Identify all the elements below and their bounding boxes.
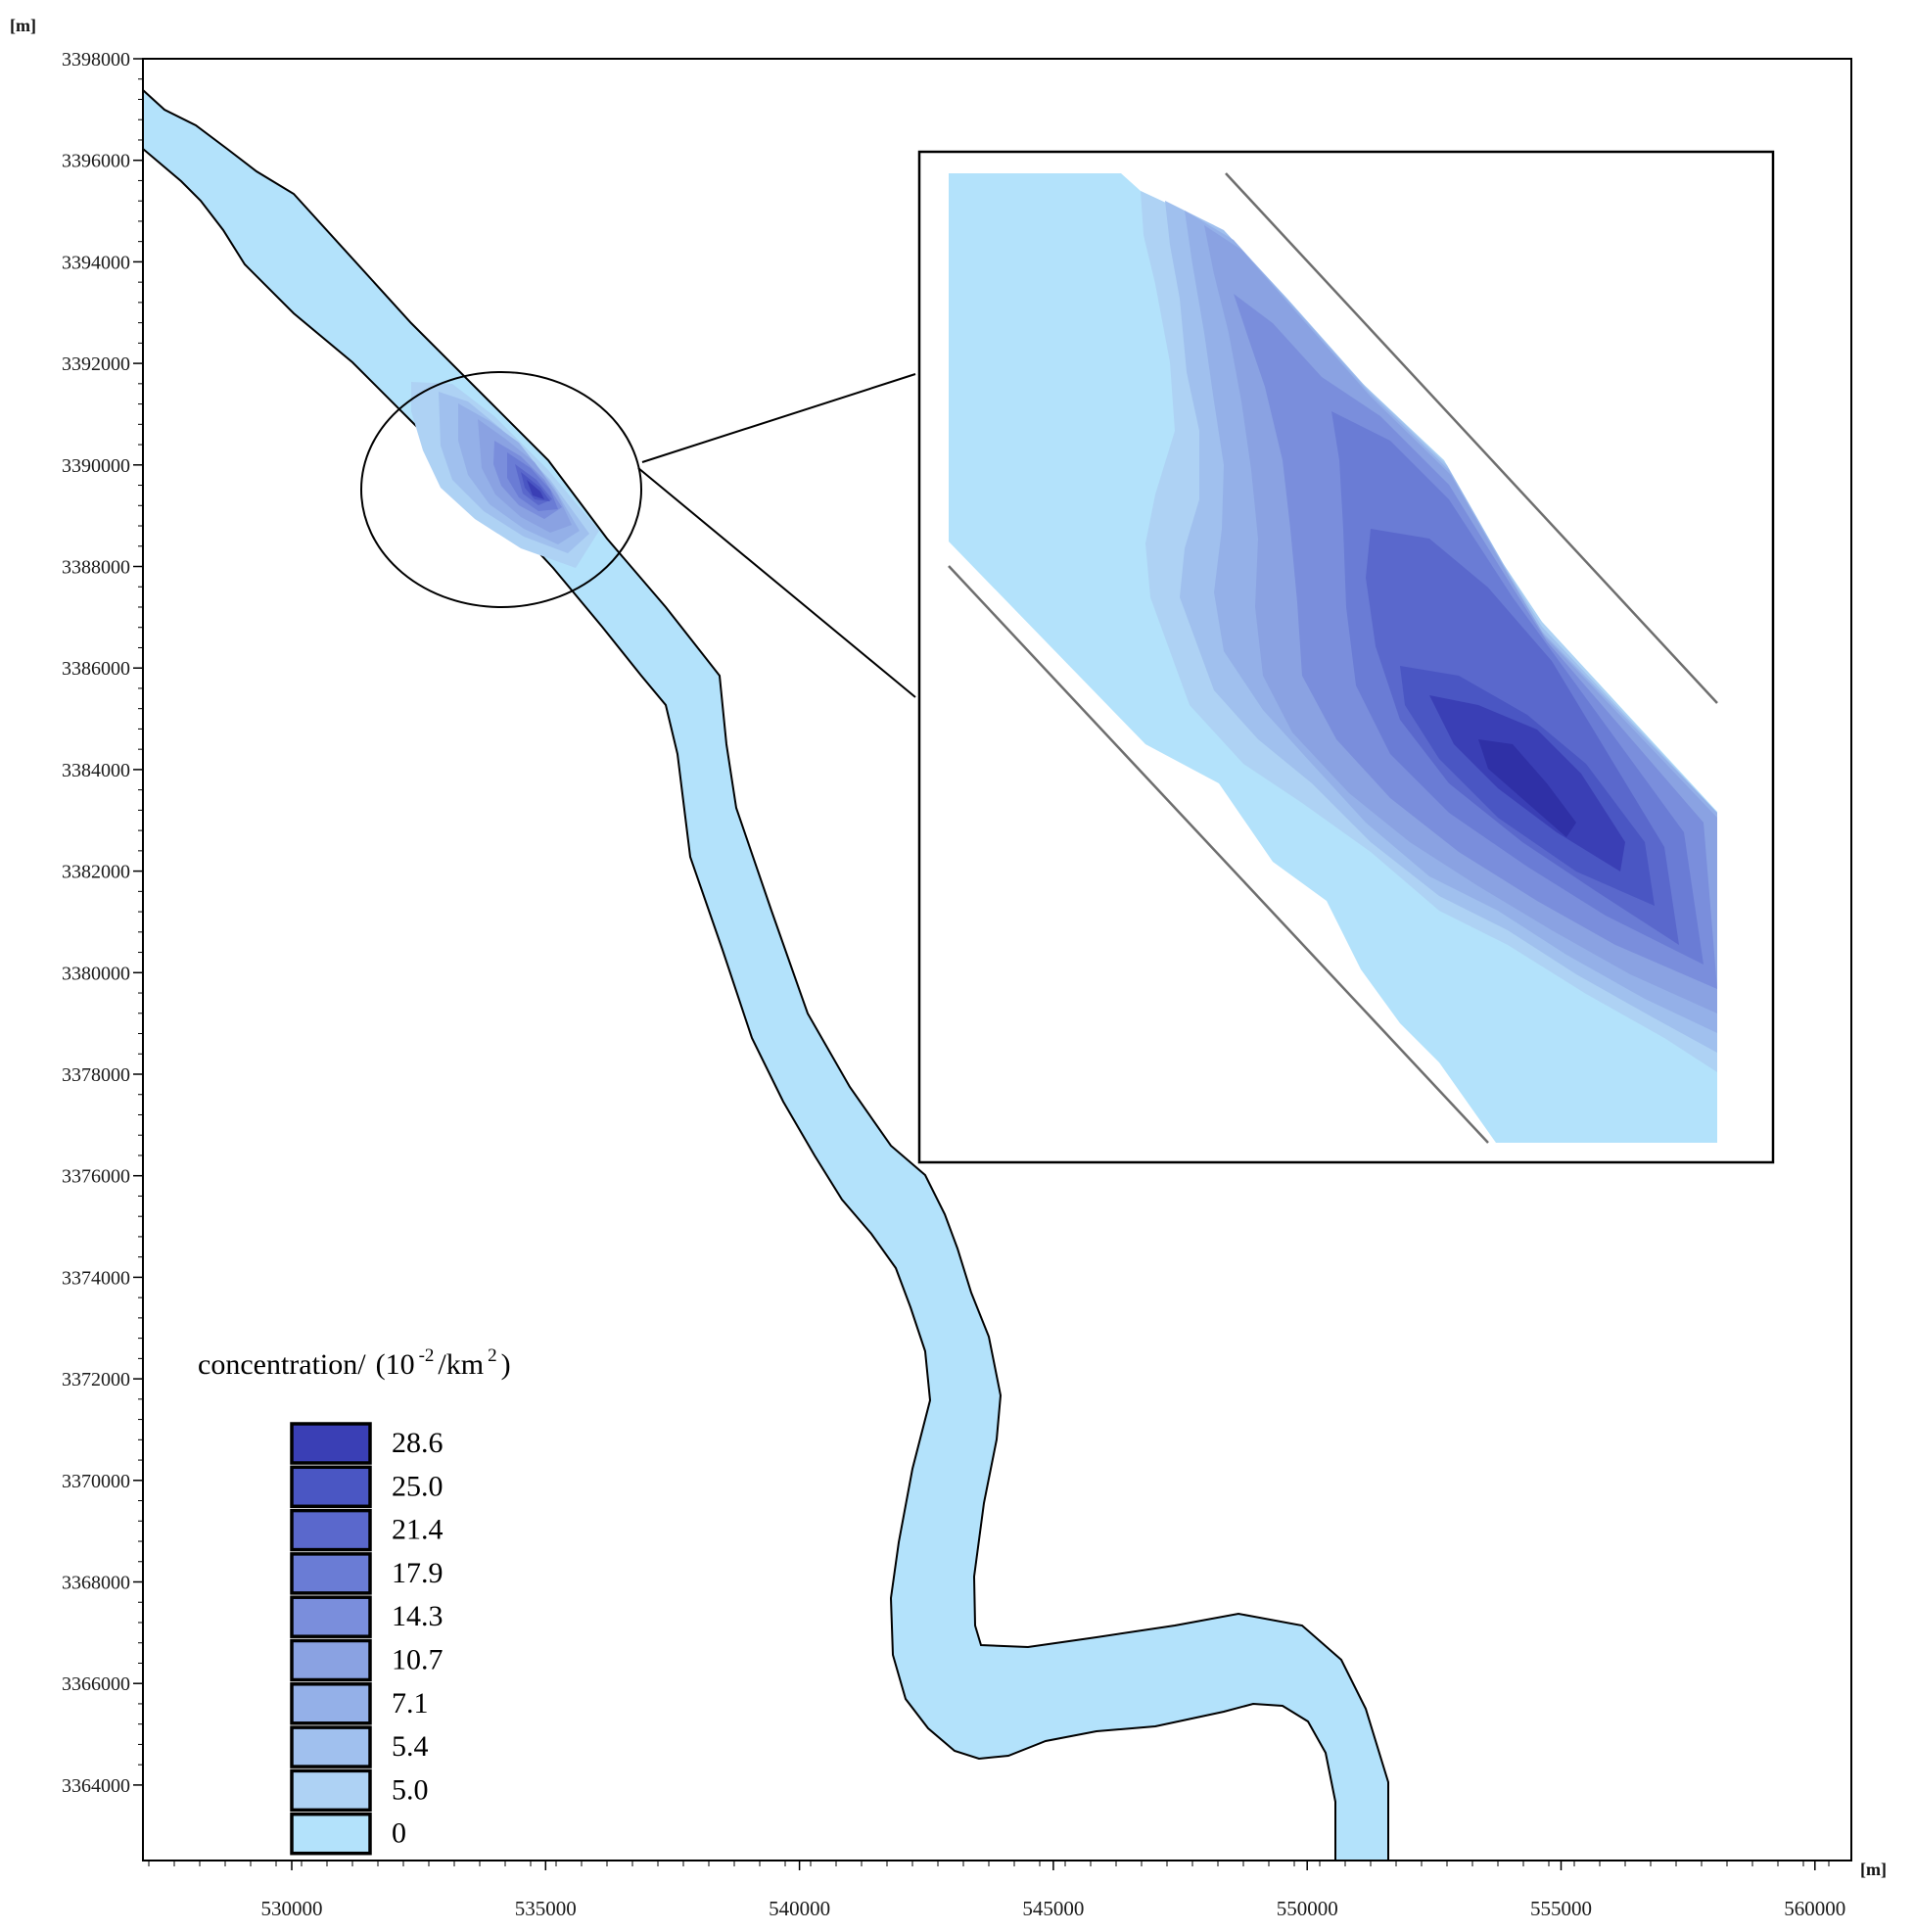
y-tick-label: 3370000 [62, 1471, 130, 1492]
y-tick-label: 3398000 [62, 49, 130, 71]
x-tick-label: 550000 [1277, 1897, 1338, 1920]
y-tick-label: 3396000 [62, 151, 130, 172]
y-tick-label: 3382000 [62, 862, 130, 883]
x-tick-label: 535000 [515, 1897, 577, 1920]
y-tick-label: 3378000 [62, 1064, 130, 1086]
x-tick-label: 540000 [769, 1897, 830, 1920]
river-bank-right [143, 89, 1389, 1861]
inset-bank-line-upper [1225, 172, 1718, 704]
y-tick-label: 3388000 [62, 557, 130, 579]
legend-label: 25.0 [392, 1470, 443, 1502]
zoom-connector-top [641, 373, 916, 463]
y-tick-label: 3386000 [62, 658, 130, 680]
legend-label: 5.0 [392, 1773, 429, 1806]
zoom-circle [360, 371, 642, 608]
legend-title: concentration/ (10 -2 /km 2 ) [198, 1345, 511, 1381]
legend-entries: 28.6 25.0 21.4 17.9 14.3 10.7 7.1 5.4 5.0 0 [290, 1422, 443, 1856]
zoom-indicator [360, 371, 916, 698]
legend-label: 5.4 [392, 1730, 429, 1763]
legend-label: 21.4 [392, 1514, 443, 1546]
legend-label: 10.7 [392, 1644, 443, 1676]
legend-swatch [290, 1552, 372, 1595]
x-tick-label: 545000 [1022, 1897, 1084, 1920]
y-tick-label: 3384000 [62, 760, 130, 781]
x-axis-unit: [m] [1860, 1860, 1887, 1879]
y-tick-label: 3376000 [62, 1166, 130, 1188]
inset-zoom-view [917, 150, 1775, 1164]
legend-swatch [290, 1725, 372, 1768]
legend-swatch [290, 1508, 372, 1552]
inset-frame [917, 150, 1775, 1164]
legend: concentration/ (10 -2 /km 2 ) 28.6 25.0 21… [198, 1345, 511, 1856]
x-tick-label: 555000 [1530, 1897, 1592, 1920]
y-tick-label: 3374000 [62, 1267, 130, 1289]
legend-label: 17.9 [392, 1557, 443, 1589]
x-axis: 530000 535000 540000 545000 550000 555000 5600… [148, 1861, 1845, 1920]
y-tick-label: 3368000 [62, 1573, 130, 1594]
y-axis-unit: [m] [10, 16, 36, 35]
legend-label: 14.3 [392, 1600, 443, 1632]
y-tick-label: 3364000 [62, 1775, 130, 1797]
legend-swatch [290, 1465, 372, 1509]
legend-swatch [290, 1595, 372, 1638]
legend-label: 28.6 [392, 1427, 443, 1459]
inset-bank-line-lower [948, 565, 1489, 1144]
y-tick-label: 3380000 [62, 963, 130, 984]
y-tick-label: 3390000 [62, 455, 130, 477]
plume-contour-28-6 [527, 480, 544, 499]
legend-label: 0 [392, 1817, 406, 1850]
river-water [143, 90, 1388, 1861]
plume-contour-25-0 [521, 472, 550, 501]
zoom-connector-bottom [637, 467, 916, 698]
y-tick-label: 3366000 [62, 1673, 130, 1695]
y-tick-label: 3372000 [62, 1369, 130, 1390]
x-tick-label: 560000 [1784, 1897, 1845, 1920]
legend-swatch [290, 1422, 372, 1465]
plot-frame [142, 58, 1852, 1861]
concentration-plume [411, 382, 599, 568]
inset-contour-28-6-core [1478, 739, 1576, 837]
y-tick-label: 3394000 [62, 252, 130, 273]
y-axis: 3398000 3396000 3394000 3392000 3390000 33880… [62, 49, 143, 1797]
legend-swatch [290, 1682, 372, 1725]
legend-swatch [290, 1812, 372, 1856]
legend-swatch [290, 1638, 372, 1682]
x-tick-label: 530000 [261, 1897, 323, 1920]
y-tick-label: 3392000 [62, 353, 130, 375]
legend-label: 7.1 [392, 1687, 429, 1720]
legend-swatch [290, 1768, 372, 1813]
